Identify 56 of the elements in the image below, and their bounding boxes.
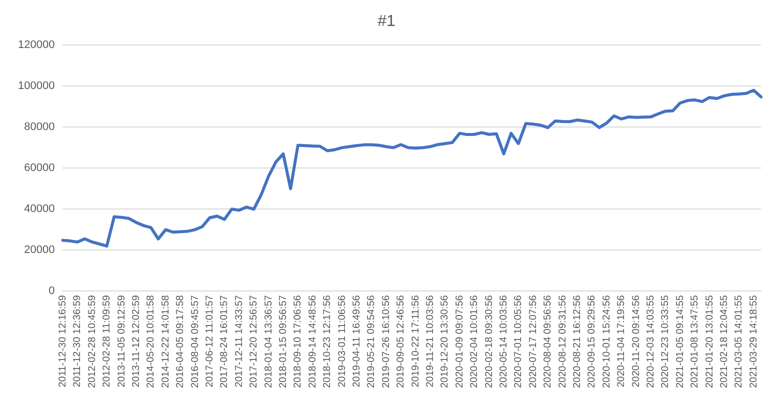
x-tick-label: 2014-05-20 10:01:58 bbox=[146, 294, 157, 388]
y-tick-label: 0 bbox=[48, 285, 55, 298]
y-tick-label: 100000 bbox=[18, 80, 55, 92]
x-tick-label: 2021-02-18 12:04:55 bbox=[719, 294, 730, 388]
y-tick-label: 80000 bbox=[24, 121, 55, 134]
x-tick-label: 2020-08-21 16:12:56 bbox=[572, 294, 583, 388]
x-tick-label: 2018-10-23 12:17:56 bbox=[322, 294, 334, 388]
x-tick-label: 2020-07-01 10:05:56 bbox=[513, 294, 524, 388]
x-tick-label: 2020-10-01 15:24:56 bbox=[601, 294, 612, 388]
x-tick-label: 2012-02-28 11:09:59 bbox=[102, 294, 113, 388]
x-tick-label: 2019-09-05 12:46:56 bbox=[396, 294, 407, 388]
x-tick-label: 2020-08-12 09:31:56 bbox=[557, 294, 568, 388]
x-tick-label: 2020-12-23 10:33:55 bbox=[660, 294, 672, 388]
x-tick-label: 2020-01-09 09:07:56 bbox=[454, 294, 466, 388]
x-tick-label: 2021-01-08 13:47:55 bbox=[690, 294, 701, 388]
x-tick-label: 2021-01-05 09:14:55 bbox=[674, 294, 686, 388]
x-tick-label: 2016-04-05 09:17:58 bbox=[175, 294, 186, 388]
x-tick-label: 2020-02-04 10:01:56 bbox=[469, 294, 480, 388]
x-tick-label: 2012-02-28 10:45:59 bbox=[86, 294, 98, 388]
x-tick-label: 2020-07-17 12:07:56 bbox=[528, 294, 539, 388]
x-tick-label: 2019-12-20 13:30:56 bbox=[440, 294, 451, 388]
x-tick-label: 2018-09-10 17:06:56 bbox=[292, 294, 304, 388]
x-tick-label: 2019-03-01 11:06:56 bbox=[336, 294, 348, 388]
y-tick-label: 60000 bbox=[24, 162, 55, 174]
x-tick-label: 2020-09-15 09:29:56 bbox=[586, 294, 598, 388]
x-tick-label: 2019-05-21 09:54:56 bbox=[366, 294, 378, 388]
x-tick-label: 2014-12-22 14:01:58 bbox=[160, 294, 172, 388]
chart-title: #1 bbox=[378, 13, 396, 30]
x-tick-label: 2019-04-11 16:49:56 bbox=[351, 294, 362, 388]
x-tick-label: 2017-08-24 16:01:57 bbox=[219, 294, 230, 388]
y-tick-label: 120000 bbox=[18, 39, 55, 52]
x-tick-label: 2019-10-22 17:11:56 bbox=[410, 294, 422, 388]
x-tick-label: 2017-12-20 12:56:57 bbox=[248, 294, 260, 388]
x-tick-label: 2017-06-12 11:01:57 bbox=[204, 294, 216, 388]
x-tick-label: 2011-12-30 12:16:59 bbox=[57, 294, 68, 388]
x-tick-label: 2021-03-29 14:18:55 bbox=[748, 294, 760, 388]
x-tick-label: 2019-11-21 10:03:56 bbox=[424, 294, 436, 388]
x-tick-label: 2016-08-04 09:45:57 bbox=[190, 294, 201, 388]
x-tick-label: 2018-01-15 09:56:57 bbox=[278, 294, 289, 388]
x-tick-label: 2020-05-14 10:03:56 bbox=[498, 294, 510, 388]
x-tick-label: 2013-11-12 12:02:59 bbox=[130, 294, 142, 388]
y-tick-label: 40000 bbox=[24, 203, 55, 216]
x-tick-label: 2020-12-03 14:03:55 bbox=[645, 294, 656, 388]
x-tick-label: 2020-11-04 17:19:56 bbox=[616, 294, 628, 388]
x-tick-label: 2017-12-11 14:33:57 bbox=[234, 294, 245, 388]
x-tick-label: 2020-02-18 09:30:56 bbox=[484, 294, 495, 388]
x-tick-label: 2021-01-20 13:01:55 bbox=[704, 294, 716, 388]
x-tick-label: 2018-09-14 14:48:56 bbox=[307, 294, 318, 388]
y-tick-label: 20000 bbox=[24, 244, 55, 256]
x-tick-label: 2020-08-04 09:56:56 bbox=[542, 294, 554, 388]
x-tick-label: 2020-11-20 09:14:56 bbox=[630, 294, 642, 388]
x-tick-label: 2018-01-04 13:36:57 bbox=[263, 294, 274, 388]
x-tick-label: 2013-11-05 09:12:59 bbox=[116, 294, 128, 388]
x-tick-label: 2019-07-26 16:10:56 bbox=[380, 294, 392, 388]
x-tick-label: 2011-12-30 12:36:59 bbox=[72, 294, 84, 388]
x-tick-label: 2021-03-05 14:01:55 bbox=[734, 294, 745, 388]
